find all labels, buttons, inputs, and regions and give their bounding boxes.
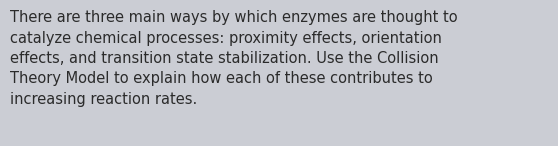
Text: There are three main ways by which enzymes are thought to
catalyze chemical proc: There are three main ways by which enzym… [10, 10, 458, 107]
